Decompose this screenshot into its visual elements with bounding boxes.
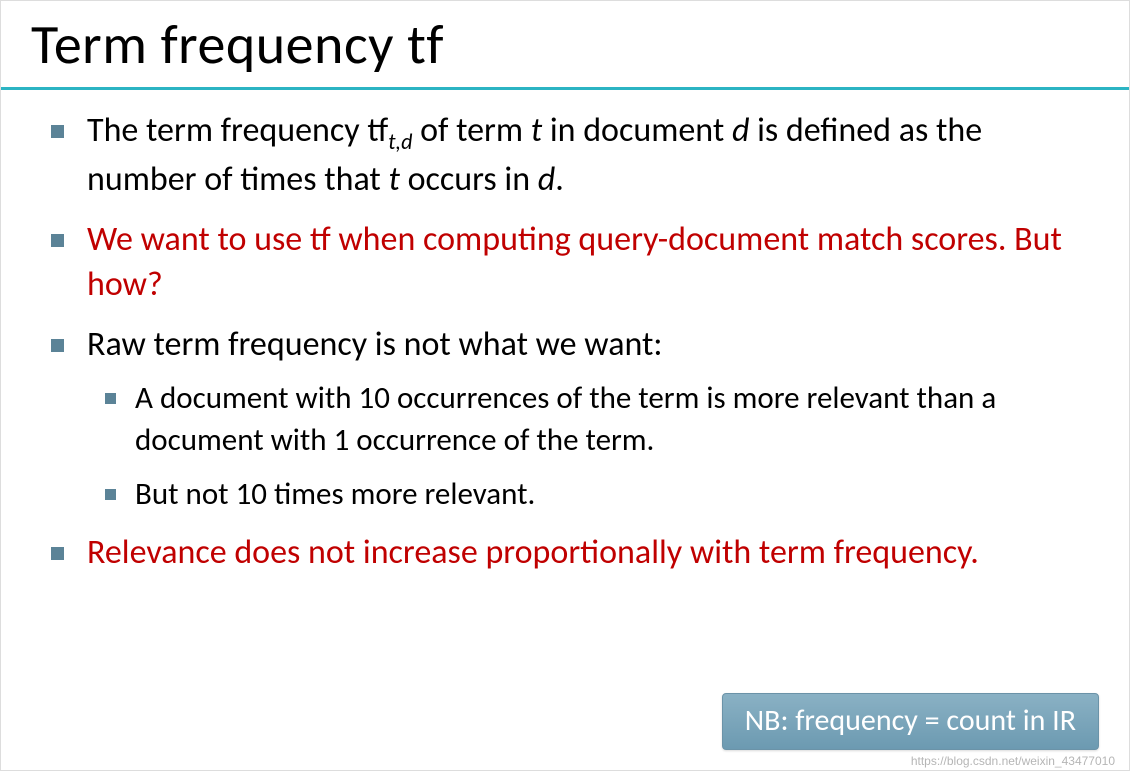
callout-box: NB: frequency = count in IR xyxy=(722,693,1099,750)
bullet-2: We want to use tf when computing query-d… xyxy=(51,217,1089,309)
var-t: t xyxy=(389,159,400,200)
sub-bullet-1: A document with 10 occurrences of the te… xyxy=(105,378,1089,462)
subscript: t,d xyxy=(388,128,412,155)
text: of term xyxy=(412,110,530,151)
sub-bullet-2: But not 10 times more relevant. xyxy=(105,474,1089,516)
slide-title: Term frequency tf xyxy=(1,1,1129,87)
bullet-3: Raw term frequency is not what we want: … xyxy=(51,322,1089,515)
bullet-list: The term frequency tft,d of term t in do… xyxy=(51,108,1089,576)
text: The term frequency tf xyxy=(87,110,388,151)
watermark: https://blog.csdn.net/weixin_43477010 xyxy=(911,754,1115,768)
sub-bullet-list: A document with 10 occurrences of the te… xyxy=(105,378,1089,516)
var-t: t xyxy=(531,110,542,151)
text: . xyxy=(555,159,564,200)
var-d: d xyxy=(732,110,749,151)
var-d: d xyxy=(538,159,555,200)
slide-content: The term frequency tft,d of term t in do… xyxy=(1,108,1129,576)
bullet-1: The term frequency tft,d of term t in do… xyxy=(51,108,1089,203)
text: occurs in xyxy=(400,159,538,200)
text: in document xyxy=(542,110,732,151)
text: Raw term frequency is not what we want: xyxy=(87,324,663,365)
bullet-4: Relevance does not increase proportional… xyxy=(51,530,1089,576)
title-divider xyxy=(1,87,1129,90)
